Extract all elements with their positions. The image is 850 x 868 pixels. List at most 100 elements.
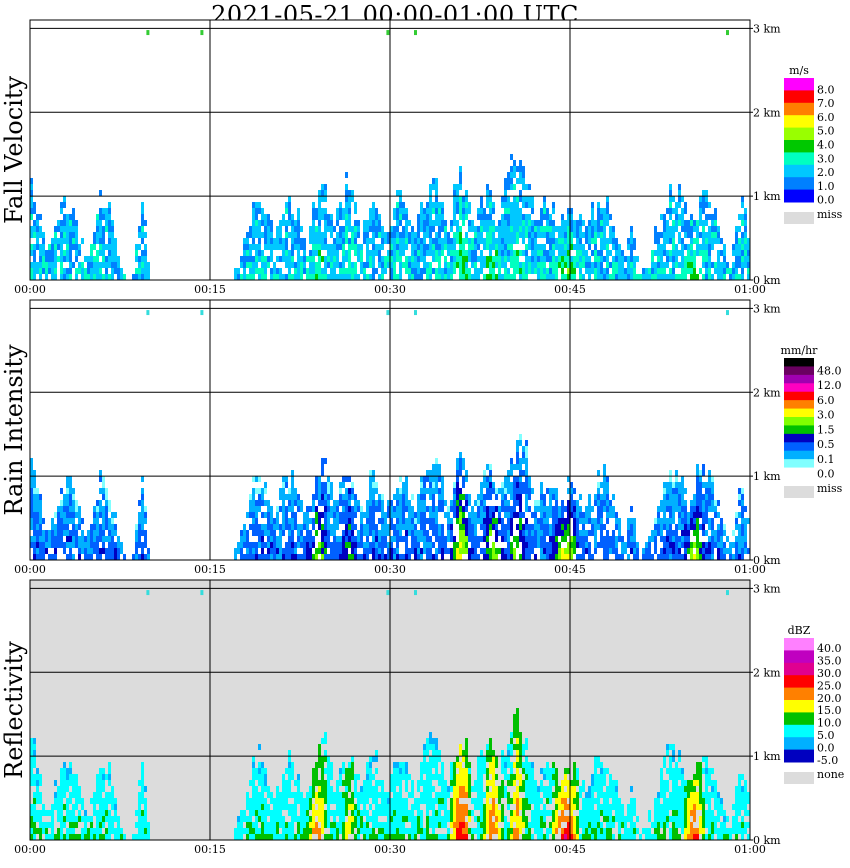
data-cell bbox=[426, 804, 429, 810]
data-cell bbox=[453, 268, 456, 274]
data-cell bbox=[720, 548, 723, 554]
data-cell bbox=[459, 744, 462, 750]
data-cell bbox=[456, 786, 459, 792]
data-cell bbox=[456, 774, 459, 780]
data-cell bbox=[609, 536, 612, 542]
data-cell bbox=[462, 494, 465, 500]
data-cell bbox=[444, 822, 447, 828]
data-cell bbox=[255, 512, 258, 518]
data-cell bbox=[366, 262, 369, 268]
data-cell bbox=[525, 524, 528, 530]
data-cell bbox=[381, 500, 384, 506]
data-cell bbox=[270, 548, 273, 554]
data-cell bbox=[405, 256, 408, 262]
data-cell bbox=[30, 816, 33, 822]
data-cell bbox=[489, 554, 492, 560]
data-cell bbox=[249, 506, 252, 512]
data-cell bbox=[294, 500, 297, 506]
data-cell bbox=[111, 786, 114, 792]
data-cell bbox=[459, 548, 462, 554]
data-cell bbox=[369, 482, 372, 488]
data-cell bbox=[738, 500, 741, 506]
colorbar-swatch bbox=[784, 152, 814, 166]
data-cell bbox=[609, 238, 612, 244]
data-cell bbox=[252, 476, 255, 482]
data-cell bbox=[528, 232, 531, 238]
data-cell bbox=[243, 816, 246, 822]
data-cell bbox=[333, 250, 336, 256]
data-cell bbox=[336, 250, 339, 256]
data-cell bbox=[354, 244, 357, 250]
data-cell bbox=[108, 226, 111, 232]
data-cell bbox=[312, 238, 315, 244]
data-cell bbox=[591, 518, 594, 524]
data-cell bbox=[267, 554, 270, 560]
data-cell bbox=[558, 524, 561, 530]
data-cell bbox=[111, 792, 114, 798]
data-cell bbox=[258, 744, 261, 750]
data-cell bbox=[321, 768, 324, 774]
data-cell bbox=[525, 274, 528, 280]
data-cell bbox=[291, 262, 294, 268]
data-cell bbox=[747, 244, 750, 250]
data-cell bbox=[474, 828, 477, 834]
y-tick-label: 1 km bbox=[753, 470, 781, 483]
data-cell bbox=[534, 256, 537, 262]
data-cell bbox=[294, 238, 297, 244]
data-cell bbox=[30, 250, 33, 256]
data-cell bbox=[456, 238, 459, 244]
data-cell bbox=[462, 792, 465, 798]
data-cell bbox=[519, 166, 522, 172]
data-cell bbox=[399, 202, 402, 208]
data-cell bbox=[465, 792, 468, 798]
data-cell bbox=[141, 268, 144, 274]
data-cell bbox=[423, 214, 426, 220]
data-cell bbox=[522, 524, 525, 530]
data-cell bbox=[321, 274, 324, 280]
data-cell bbox=[333, 226, 336, 232]
data-cell bbox=[33, 792, 36, 798]
data-cell bbox=[33, 530, 36, 536]
data-cell bbox=[345, 804, 348, 810]
data-cell bbox=[612, 256, 615, 262]
data-cell bbox=[486, 232, 489, 238]
data-cell bbox=[606, 238, 609, 244]
data-cell bbox=[747, 268, 750, 274]
data-cell bbox=[405, 244, 408, 250]
data-cell bbox=[711, 530, 714, 536]
data-cell bbox=[321, 470, 324, 476]
data-cell bbox=[507, 178, 510, 184]
data-cell bbox=[261, 834, 264, 840]
data-cell bbox=[441, 822, 444, 828]
colorbar-swatch bbox=[784, 442, 814, 452]
data-cell bbox=[339, 268, 342, 274]
data-cell bbox=[576, 226, 579, 232]
data-cell bbox=[81, 548, 84, 554]
data-cell bbox=[30, 470, 33, 476]
data-cell bbox=[288, 256, 291, 262]
data-cell bbox=[528, 238, 531, 244]
data-cell bbox=[579, 494, 582, 500]
data-cell bbox=[423, 828, 426, 834]
data-cell bbox=[114, 250, 117, 256]
data-cell bbox=[516, 202, 519, 208]
data-cell bbox=[378, 542, 381, 548]
data-cell bbox=[36, 214, 39, 220]
data-cell bbox=[342, 482, 345, 488]
data-cell bbox=[552, 530, 555, 536]
data-cell bbox=[522, 488, 525, 494]
data-cell bbox=[513, 202, 516, 208]
data-cell bbox=[294, 810, 297, 816]
data-cell bbox=[390, 554, 393, 560]
data-cell bbox=[381, 506, 384, 512]
data-cell bbox=[315, 208, 318, 214]
data-cell bbox=[741, 232, 744, 238]
data-cell bbox=[711, 524, 714, 530]
data-cell bbox=[99, 250, 102, 256]
data-cell bbox=[507, 524, 510, 530]
data-cell bbox=[603, 506, 606, 512]
data-cell bbox=[459, 452, 462, 458]
data-cell bbox=[585, 536, 588, 542]
data-cell bbox=[243, 828, 246, 834]
data-cell bbox=[36, 530, 39, 536]
